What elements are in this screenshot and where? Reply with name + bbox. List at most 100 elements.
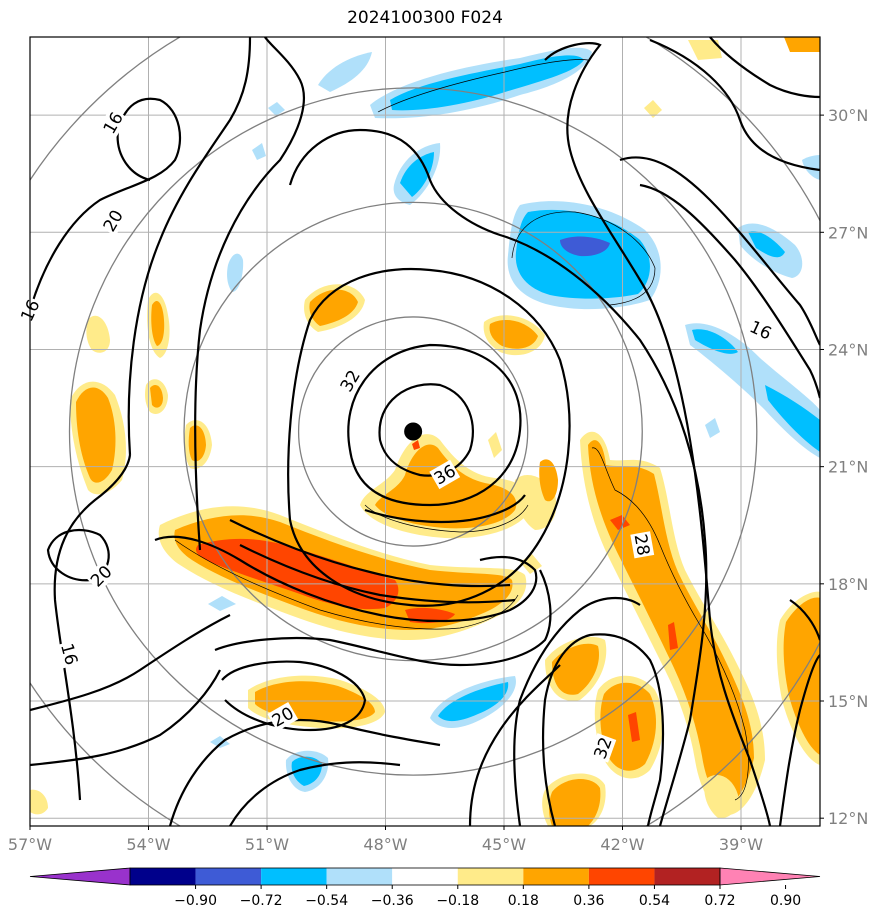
contour-band-3: [364, 494, 526, 524]
shade-yellow-west-3: [86, 315, 110, 353]
lat-tick-label: 12°N: [828, 809, 868, 828]
contour-se-28: [513, 596, 641, 826]
contour-24-west: [193, 37, 305, 551]
shade-blue-east-4: [802, 155, 820, 180]
shade-orange-west-1: [151, 300, 165, 346]
outline-core-band: [364, 504, 529, 533]
shade-blue-spot-1: [227, 253, 244, 292]
lat-tick-label: 27°N: [828, 223, 868, 242]
range-ring-1: [183, 201, 643, 662]
contour-label-bg-5: [85, 560, 117, 592]
contour-label: 16: [746, 317, 774, 344]
colorbar-tick-label: −0.36: [371, 893, 414, 909]
contour-20-sw: [46, 528, 110, 582]
shade-cyan-east-3: [692, 329, 738, 354]
colorbar-segment: [588, 868, 655, 885]
contour-e-20: [639, 183, 820, 399]
contour-label-bg-0: [98, 107, 128, 139]
lon-tick-label: 57°W: [8, 835, 52, 854]
shade-blue-nw: [318, 52, 372, 92]
lon-tick-label: 39°W: [719, 835, 763, 854]
shade-orange-west-5: [188, 425, 206, 462]
range-ring-0: [297, 316, 529, 547]
lat-tick-label: 30°N: [828, 106, 868, 125]
contour-label: 20: [87, 562, 116, 591]
latitude-tick-labels: 12°N 15°N 18°N 21°N 24°N 27°N 30°N: [820, 106, 868, 828]
contour-24-s: [154, 535, 538, 623]
shade-blue-spot-2: [268, 102, 285, 116]
contour-32: [347, 343, 522, 507]
wind-contours: [30, 37, 820, 826]
shade-orange-core: [375, 444, 517, 529]
colorbar-tick-label: −0.90: [174, 893, 217, 909]
shade-orange-se: [783, 597, 820, 755]
range-ring-2: [68, 87, 758, 776]
shade-yellow-se2: [704, 775, 738, 819]
shade-orange-west-4: [76, 387, 116, 483]
contour-se-edge-2: [778, 654, 820, 826]
contour-28-s: [214, 569, 552, 667]
shading-outlines: [174, 59, 749, 801]
lat-tick-label: 21°N: [828, 458, 868, 477]
shade-orange-inner-ne: [489, 320, 538, 349]
shade-blue-spot-4: [208, 596, 236, 611]
colorbar-segment: [195, 868, 262, 885]
colorbar-segment: [326, 868, 393, 885]
lon-tick-label: 48°W: [363, 835, 407, 854]
colorbar-segment: [392, 868, 458, 885]
shade-red-east-2: [668, 622, 678, 650]
outline-east-band: [591, 447, 749, 801]
contour-label-bg-4: [429, 459, 461, 490]
contour-label: 32: [337, 367, 365, 396]
map-gridlines: [30, 37, 820, 826]
shade-orange-north: [784, 37, 820, 52]
shade-orange-s1: [552, 643, 600, 695]
contour-label-bg-1: [98, 205, 128, 236]
shade-cyan-east-1: [748, 231, 785, 258]
colorbar-tick-label: −0.72: [240, 893, 283, 909]
outline-north-blue: [377, 59, 589, 113]
contour-se-32: [541, 633, 665, 826]
colorbar-tick-label: 0.90: [770, 893, 801, 909]
shade-cyan-spot-6: [291, 756, 322, 786]
contour-ne-12: [649, 38, 820, 172]
colorbar: −0.90 −0.72 −0.54 −0.36 −0.18 0.18 0.36 0.54 0.7…: [29, 867, 821, 909]
shade-yellow-spot-core2: [488, 432, 502, 458]
contour-label: 16: [100, 109, 128, 138]
shade-cyan-spot-7: [438, 682, 509, 722]
shade-yellow-north: [688, 40, 722, 60]
shade-blue-spot-5: [210, 736, 230, 748]
contour-label-bg-9: [745, 315, 776, 345]
contour-s-16b: [30, 669, 221, 767]
contour-e-16: [619, 156, 820, 346]
colorbar-tick-label: −0.18: [436, 893, 479, 909]
shade-orange-s3: [549, 779, 601, 826]
colorbar-segment: [523, 868, 589, 885]
shade-orange-inner-n: [309, 289, 358, 326]
contour-s-28b: [229, 761, 401, 826]
shade-blue-dark-ne: [560, 236, 610, 257]
contour-label: 20: [100, 207, 128, 236]
map-frame: [29, 36, 821, 827]
lon-tick-label: 45°W: [482, 835, 526, 854]
shade-yellow-spot-n: [644, 100, 662, 118]
contour-24: [288, 128, 708, 826]
contour-label: 28: [630, 533, 653, 558]
colorbar-tick-label: −0.54: [305, 893, 348, 909]
contour-28-east: [544, 42, 772, 826]
colorbar-tick-label: 0.72: [704, 893, 735, 909]
range-rings: [30, 37, 820, 826]
shade-orange-band-s2: [539, 459, 558, 502]
contour-label-bg-7: [267, 701, 299, 732]
lat-tick-label: 15°N: [828, 692, 868, 711]
contour-se-edge: [789, 599, 820, 641]
colorbar-extend-low: [29, 867, 131, 886]
contour-ne-16: [709, 37, 820, 99]
longitude-tick-labels: 57°W 54°W 51°W 48°W 45°W 42°W 39°W: [8, 826, 763, 854]
contour-16-w: [53, 454, 132, 801]
lon-tick-label: 42°W: [600, 835, 644, 854]
colorbar-segment: [457, 868, 524, 885]
contour-se-24: [468, 664, 561, 826]
contour-label-bg-8: [630, 531, 655, 559]
